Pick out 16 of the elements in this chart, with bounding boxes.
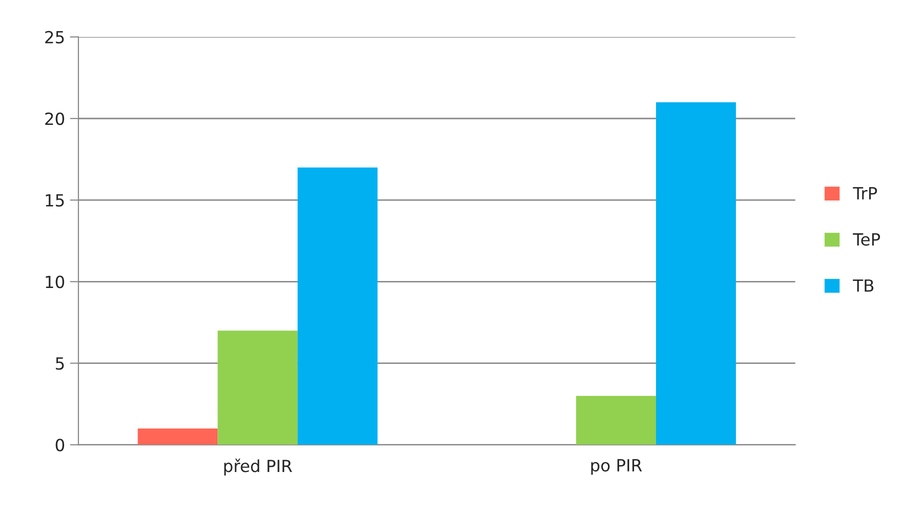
bar — [576, 396, 656, 445]
bar — [298, 167, 378, 445]
y-tick-label: 5 — [56, 357, 64, 370]
bar — [656, 102, 736, 445]
y-tick-label: 0 — [56, 438, 64, 452]
legend-label: TeP — [852, 233, 880, 246]
x-tick-label: před PIR — [224, 458, 292, 476]
y-tick-label: 10 — [46, 276, 64, 288]
legend-label: TB — [852, 279, 874, 292]
bar — [218, 330, 298, 445]
bar — [138, 428, 218, 445]
legend-label: TrP — [852, 187, 877, 200]
x-tick-label: po PIR — [591, 459, 642, 475]
y-tick-label: 25 — [45, 30, 64, 44]
y-tick-label: 20 — [45, 112, 64, 126]
y-tick-label: 15 — [46, 194, 64, 207]
